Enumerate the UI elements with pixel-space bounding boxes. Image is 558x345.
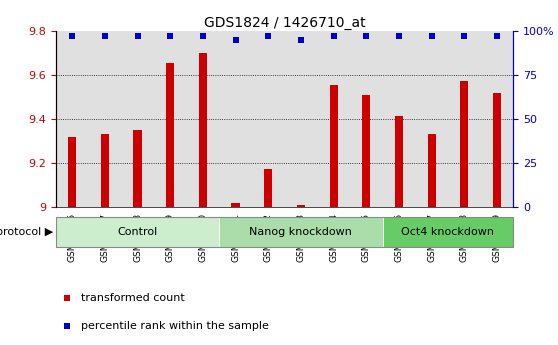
Text: percentile rank within the sample: percentile rank within the sample	[81, 321, 269, 331]
Bar	[101, 135, 109, 207]
Bar	[219, 217, 383, 247]
Bar	[480, 31, 513, 207]
Bar	[460, 80, 468, 207]
Point	[199, 33, 208, 39]
Bar	[56, 217, 513, 247]
Bar	[395, 116, 403, 207]
Point	[329, 33, 338, 39]
Point	[493, 33, 502, 39]
Bar	[297, 205, 305, 207]
Bar	[383, 217, 513, 247]
Bar	[186, 31, 219, 207]
Point	[395, 33, 403, 39]
Bar	[56, 217, 219, 247]
Bar	[350, 31, 383, 207]
Bar	[68, 137, 76, 207]
Bar	[330, 85, 338, 207]
Text: Oct4 knockdown: Oct4 knockdown	[402, 227, 494, 237]
Point	[231, 37, 240, 43]
Bar	[154, 31, 186, 207]
Text: transformed count: transformed count	[81, 293, 185, 303]
Bar	[89, 31, 121, 207]
Bar	[318, 31, 350, 207]
Point	[68, 33, 76, 39]
Point	[427, 33, 436, 39]
Bar	[383, 31, 415, 207]
Bar	[252, 31, 285, 207]
Bar	[285, 31, 318, 207]
Point	[100, 33, 109, 39]
Bar	[427, 135, 436, 207]
Bar	[264, 168, 272, 207]
Point	[166, 33, 175, 39]
Bar	[121, 31, 154, 207]
Bar	[166, 63, 174, 207]
Point	[384, 167, 393, 172]
Bar	[219, 31, 252, 207]
Title: GDS1824 / 1426710_at: GDS1824 / 1426710_at	[204, 16, 365, 30]
Point	[362, 33, 371, 39]
Point	[133, 33, 142, 39]
Bar	[493, 92, 501, 207]
Point	[460, 33, 469, 39]
Bar	[362, 95, 371, 207]
Text: Control: Control	[117, 227, 157, 237]
Bar	[232, 203, 239, 207]
Text: Nanog knockdown: Nanog knockdown	[249, 227, 352, 237]
Bar	[133, 130, 142, 207]
Point	[296, 37, 305, 43]
Text: protocol ▶: protocol ▶	[0, 227, 53, 237]
Point	[264, 33, 273, 39]
Bar	[448, 31, 480, 207]
Bar	[415, 31, 448, 207]
Bar	[199, 53, 207, 207]
Bar	[56, 31, 89, 207]
